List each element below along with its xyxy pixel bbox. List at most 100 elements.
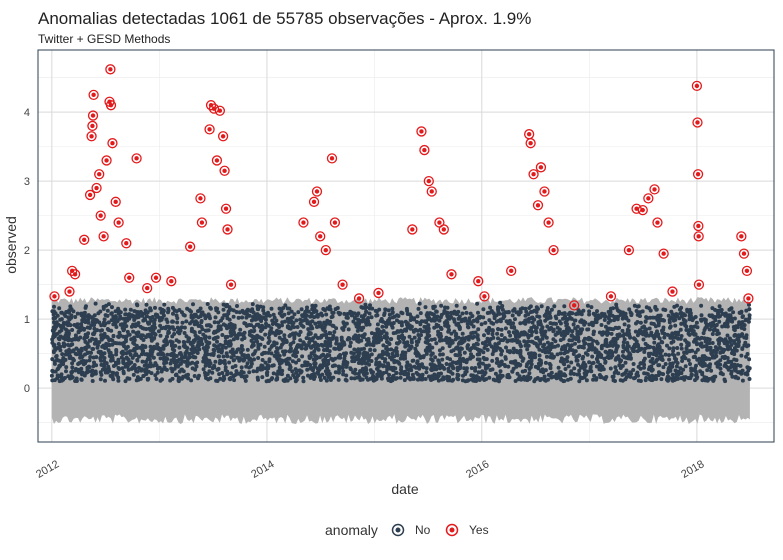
anomaly-point: [52, 294, 57, 299]
anomaly-ring: [95, 210, 106, 221]
anomaly-ring: [423, 175, 434, 187]
anomaly-ring: [196, 217, 208, 228]
anomaly-ring: [446, 269, 457, 280]
anomaly-point: [449, 272, 454, 277]
anomaly-point: [90, 113, 96, 118]
anomaly-point: [108, 67, 113, 72]
anomaly-point: [228, 282, 234, 287]
anomaly-point: [340, 282, 345, 287]
anomaly-ring: [623, 244, 635, 256]
anomaly-point: [542, 189, 547, 194]
anomaly-point: [223, 206, 229, 211]
x-tick-label: 2012: [34, 458, 61, 481]
anomaly-ring: [419, 144, 430, 156]
anomaly-point: [696, 282, 702, 287]
anomaly-point: [82, 237, 87, 242]
anomaly-ring: [113, 217, 124, 228]
anomaly-point: [104, 158, 109, 163]
anomaly-ring: [217, 131, 229, 142]
anomaly-point: [127, 275, 132, 280]
anomaly-ring: [86, 131, 97, 142]
anomaly-ring: [479, 291, 490, 302]
anomaly-ring: [49, 291, 60, 302]
anomaly-ring: [525, 138, 536, 149]
anomaly-ring: [736, 231, 747, 242]
anomaly-ring: [416, 126, 427, 137]
y-axis-label: observed: [3, 216, 19, 274]
anomaly-ring: [692, 169, 704, 180]
anomaly-point: [98, 213, 103, 218]
anomaly-ring: [315, 231, 326, 242]
anomaly-ring: [184, 241, 196, 252]
anomaly-ring: [107, 138, 118, 149]
anomaly-point: [538, 165, 544, 170]
legend-label-yes: Yes: [469, 523, 489, 537]
anomaly-ring: [211, 155, 223, 166]
anomaly-point: [695, 172, 701, 177]
anomaly-ring: [105, 64, 116, 75]
anomaly-point: [323, 247, 329, 253]
anomaly-point: [356, 296, 362, 301]
anomaly-ring: [110, 196, 121, 207]
anomaly-ring: [66, 265, 78, 276]
anomaly-ring: [298, 217, 309, 228]
anomaly-point: [314, 189, 320, 194]
anomaly-point: [696, 223, 701, 229]
anomaly-point: [546, 220, 551, 225]
anomaly-point: [301, 220, 306, 225]
anomaly-ring: [532, 200, 544, 211]
anomaly-ring: [693, 231, 704, 242]
anomaly-ring: [219, 165, 230, 176]
anomaly-ring: [222, 224, 233, 235]
y-tick-label: 2: [24, 245, 30, 257]
anomaly-ring: [326, 153, 338, 164]
plot-panel: [37, 49, 775, 443]
legend-key-yes: [449, 527, 455, 533]
anomaly-ring: [473, 276, 484, 287]
anomaly-ring: [94, 169, 105, 180]
anomaly-ring: [205, 100, 217, 111]
anomaly-ring: [220, 203, 232, 214]
anomaly-ring: [131, 153, 142, 164]
anomaly-ring: [225, 279, 237, 290]
legend-key-no: [395, 527, 401, 533]
anomaly-point: [744, 268, 750, 274]
anomaly-ring: [124, 272, 135, 283]
anomaly-ring: [214, 105, 226, 116]
anomaly-point: [207, 127, 212, 132]
anomaly-point: [225, 227, 230, 232]
anomaly-ring: [166, 276, 177, 287]
legend-label-no: No: [415, 523, 431, 537]
anomaly-point: [144, 285, 150, 291]
anomaly-ring: [693, 279, 705, 290]
anomaly-point: [741, 251, 747, 256]
anomaly-point: [626, 247, 632, 253]
legend-key-yes-ring: [445, 523, 459, 537]
anomaly-ring: [569, 300, 580, 311]
anomaly-point: [535, 203, 541, 208]
anomaly-point: [410, 227, 415, 232]
legend-title: anomaly: [325, 522, 378, 538]
anomaly-ring: [91, 182, 102, 194]
anomaly-ring: [79, 234, 90, 245]
anomaly-point: [318, 234, 323, 239]
anomaly-ring: [539, 186, 550, 197]
anomaly-ring: [658, 248, 669, 259]
anomaly-ring: [535, 162, 547, 173]
anomaly-point: [696, 234, 701, 239]
anomaly-ring: [605, 291, 617, 302]
anomaly-point: [187, 244, 193, 249]
anomaly-point: [526, 131, 532, 137]
anomaly-ring: [64, 286, 75, 297]
anomaly-ring: [738, 248, 750, 259]
anomaly-point: [426, 178, 432, 184]
anomaly-point: [116, 220, 121, 225]
anomaly-ring: [528, 169, 539, 180]
plot-border: [37, 49, 775, 443]
anomaly-ring: [426, 186, 437, 197]
anomaly-point: [551, 247, 556, 253]
y-tick-label: 1: [24, 314, 30, 326]
anomaly-point: [482, 294, 487, 299]
anomaly-point: [419, 129, 424, 134]
